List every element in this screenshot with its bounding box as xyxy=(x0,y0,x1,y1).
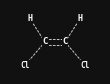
Text: Cl: Cl xyxy=(81,61,90,70)
Text: H: H xyxy=(27,14,32,23)
Text: C: C xyxy=(62,37,68,47)
Text: C: C xyxy=(42,37,48,47)
Text: H: H xyxy=(78,14,83,23)
Text: Cl: Cl xyxy=(20,61,29,70)
